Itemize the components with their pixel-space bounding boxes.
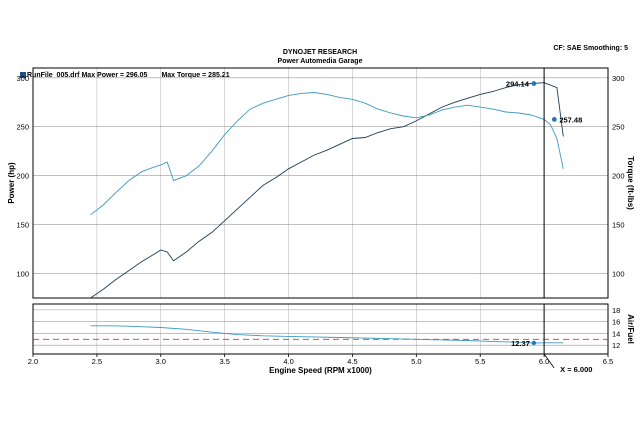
y-tick-label: 250 (16, 123, 29, 132)
axis-labels: Power (hp) Torque (ft-lbs) Air/Fuel Engine … (7, 156, 635, 375)
afr-series (33, 325, 608, 344)
axis-ticks: 100 100 150 150 200 200 250 250 300 300 2.0 2.5 3.0 3… (16, 74, 624, 366)
annotations: 294.14 257.48 12.37 (506, 80, 582, 348)
y2-axis-label: Torque (ft-lbs) (626, 156, 635, 210)
x-tick-label: 6.0 (539, 357, 549, 366)
afr-plot-frame (32, 303, 609, 355)
afr-tick-label: 12 (612, 341, 620, 350)
afr-axis-label: Air/Fuel (626, 314, 635, 344)
y2-tick-label: 250 (612, 123, 625, 132)
x-tick-label: 4.0 (283, 357, 293, 366)
x-tick-label: 4.5 (347, 357, 357, 366)
cursor-label: X = 6.000 (560, 365, 592, 374)
legend-max-power: Max Power = 296.05 (81, 72, 148, 79)
afr-series-line (90, 325, 564, 344)
legend-file: RunFile_005.drf (27, 72, 80, 79)
x-tick-label: 3.5 (219, 357, 229, 366)
torque-marker (551, 117, 557, 122)
torque-series-line (90, 92, 564, 216)
report-subtitle: Power Automedia Garage (277, 58, 363, 65)
legend-swatch (20, 72, 26, 78)
cursor: X = 6.000 (543, 68, 592, 374)
main-series (90, 82, 564, 299)
x-tick-label: 3.0 (156, 357, 166, 366)
torque-annotation-label: 257.48 (559, 115, 582, 124)
y2-tick-label: 100 (612, 270, 625, 279)
x-tick-label: 5.0 (411, 357, 421, 366)
power-marker (531, 81, 537, 86)
afr-tick-label: 18 (612, 306, 620, 315)
afr-tick-label: 14 (612, 329, 620, 338)
afr-tick-label: 16 (612, 318, 620, 327)
x-tick-label: 6.5 (603, 357, 613, 366)
y2-tick-label: 150 (612, 221, 625, 230)
legend-max-torque: Max Torque = 285.21 (161, 72, 230, 79)
x-tick-label: 2.0 (28, 357, 38, 366)
y2-tick-label: 300 (612, 74, 625, 83)
main-plot-frame (32, 67, 609, 299)
y-tick-label: 300 (16, 74, 29, 83)
power-series-line (90, 82, 564, 299)
y-axis-label: Power (hp) (7, 162, 16, 204)
main-grid (33, 68, 608, 298)
x-axis-label: Engine Speed (RPM x1000) (269, 366, 372, 375)
afr-marker (531, 340, 537, 346)
power-annotation-label: 294.14 (506, 80, 530, 89)
y-tick-label: 100 (16, 270, 29, 279)
cursor-pointer (543, 353, 555, 369)
x-tick-label: 2.5 (92, 357, 102, 366)
x-tick-label: 5.5 (475, 357, 485, 366)
y-tick-label: 200 (16, 172, 29, 181)
afr-annotation-label: 12.37 (511, 339, 530, 348)
legend: RunFile_005.drf Max Power = 296.05 Max To… (20, 72, 230, 79)
correction-info: CF: SAE Smoothing: 5 (553, 45, 628, 52)
report-title: DYNOJET RESEARCH (282, 49, 358, 56)
y-tick-label: 150 (16, 221, 29, 230)
y2-tick-label: 200 (612, 172, 625, 181)
